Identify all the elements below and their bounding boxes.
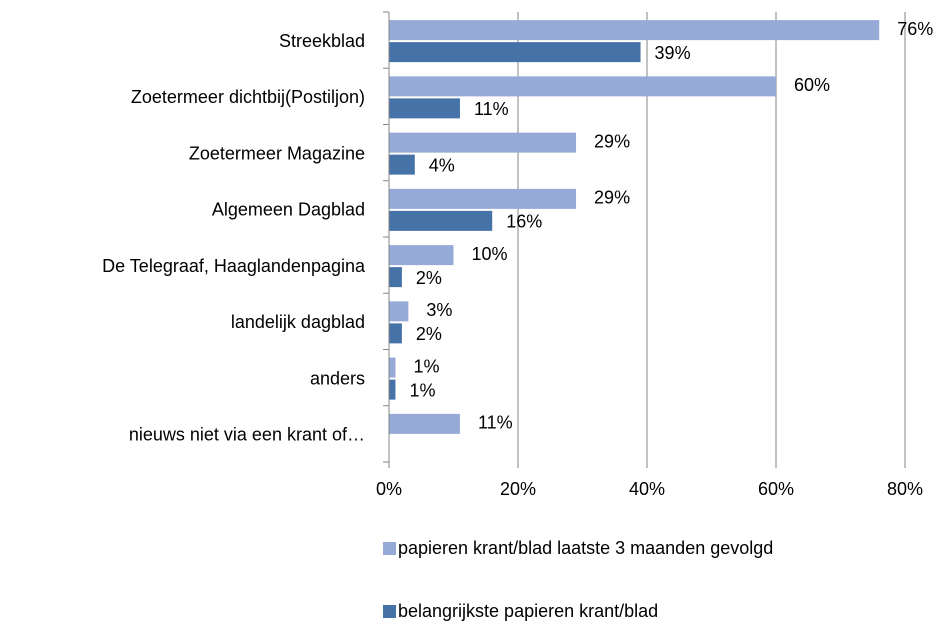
bar xyxy=(389,245,454,266)
bar xyxy=(389,323,402,344)
y-tick-label: Zoetermeer dichtbij(Postiljon) xyxy=(131,87,365,107)
value-label: 11% xyxy=(474,99,509,119)
value-label: 29% xyxy=(594,131,630,151)
bar xyxy=(389,357,396,378)
y-tick-label: nieuws niet via een krant of… xyxy=(129,425,365,445)
legend-swatch xyxy=(383,605,396,618)
value-label: 11% xyxy=(478,413,513,433)
bar xyxy=(389,20,880,41)
x-tick-label: 20% xyxy=(500,479,536,499)
bar xyxy=(389,188,577,209)
y-tick-label: landelijk dagblad xyxy=(231,312,365,332)
y-tick-label: anders xyxy=(310,368,365,388)
bar xyxy=(389,301,409,322)
value-label: 60% xyxy=(794,75,830,95)
value-label: 76% xyxy=(897,19,933,39)
bar xyxy=(389,76,776,97)
bar xyxy=(389,413,460,434)
value-label: 16% xyxy=(506,212,542,232)
value-label: 2% xyxy=(416,324,442,344)
value-label: 2% xyxy=(416,268,442,288)
bar xyxy=(389,42,641,63)
value-label: 1% xyxy=(413,356,439,376)
y-tick-label: Streekblad xyxy=(279,31,365,51)
bar xyxy=(389,379,396,400)
legend-swatch xyxy=(383,542,396,555)
value-label: 3% xyxy=(426,300,452,320)
legend-label: belangrijkste papieren krant/blad xyxy=(398,601,659,621)
x-tick-label: 60% xyxy=(758,479,794,499)
bar xyxy=(389,210,493,231)
value-label: 4% xyxy=(429,155,455,175)
y-tick-label: Algemeen Dagblad xyxy=(212,200,365,220)
x-tick-label: 0% xyxy=(376,479,402,499)
bar xyxy=(389,98,460,119)
value-label: 10% xyxy=(472,244,508,264)
y-tick-label: De Telegraaf, Haaglandenpagina xyxy=(102,256,366,276)
value-label: 1% xyxy=(409,380,435,400)
x-tick-label: 80% xyxy=(887,479,923,499)
value-label: 29% xyxy=(594,188,630,208)
bar xyxy=(389,132,577,153)
value-label: 39% xyxy=(655,43,691,63)
bar xyxy=(389,267,402,288)
bar xyxy=(389,154,415,175)
legend-label: papieren krant/blad laatste 3 maanden ge… xyxy=(398,538,774,558)
x-tick-label: 40% xyxy=(629,479,665,499)
y-tick-label: Zoetermeer Magazine xyxy=(189,143,365,163)
